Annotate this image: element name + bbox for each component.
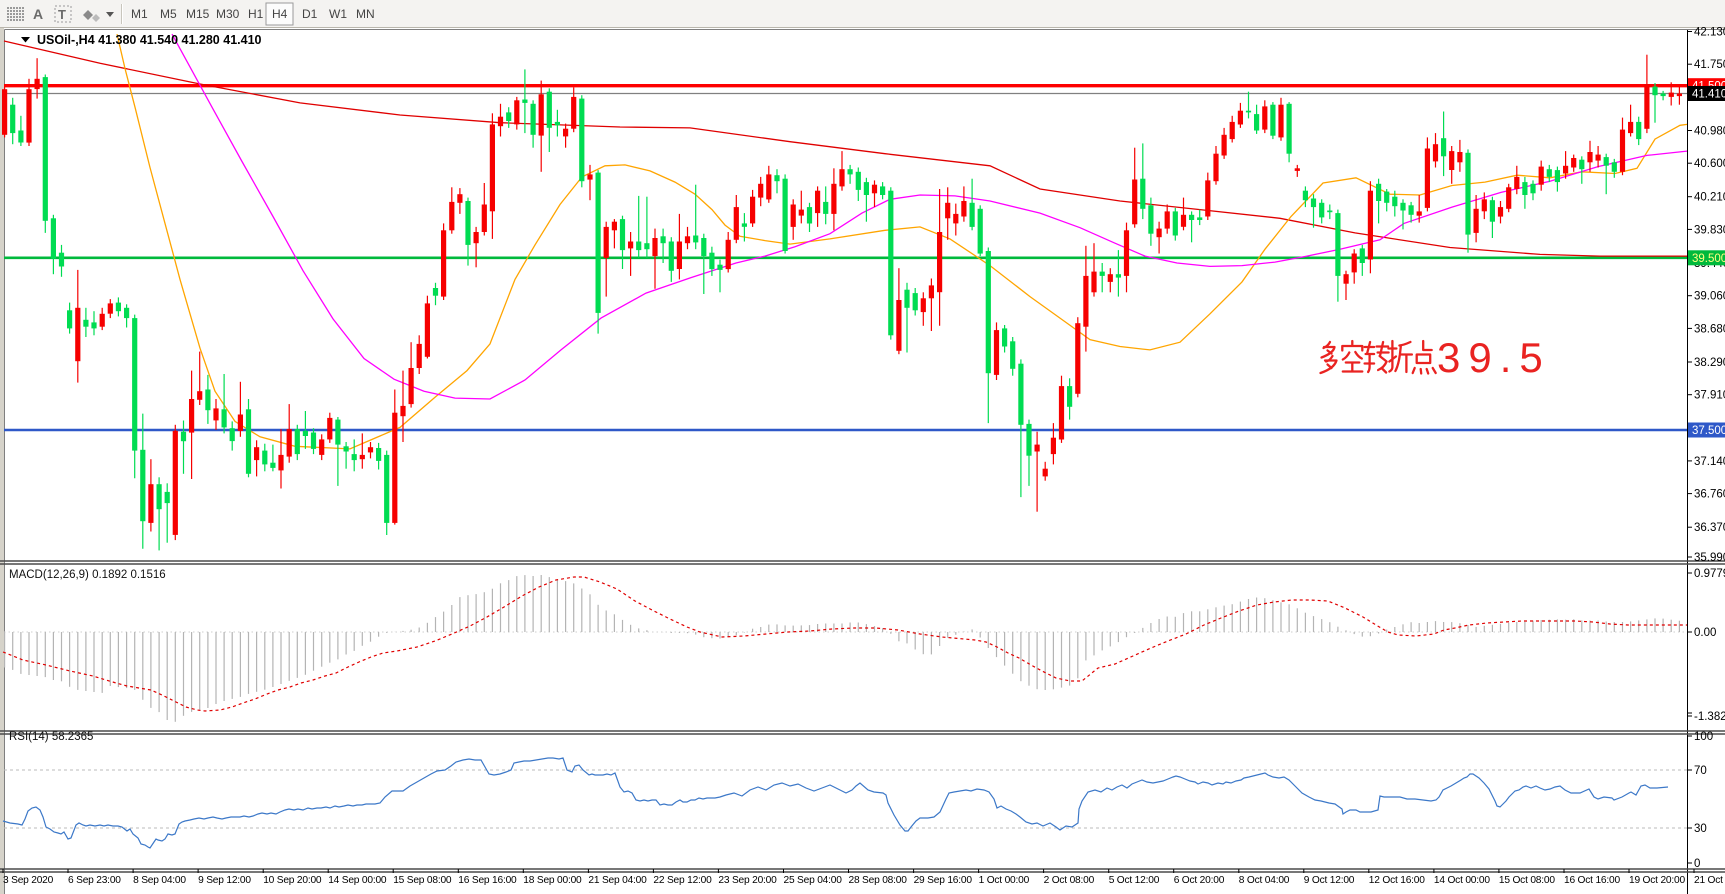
svg-text:40.980: 40.980 <box>1694 126 1725 138</box>
svg-text:36.370: 36.370 <box>1694 522 1725 534</box>
svg-text:37.500: 37.500 <box>1692 425 1725 437</box>
svg-text:16 Sep 16:00: 16 Sep 16:00 <box>458 875 517 886</box>
svg-text:A: A <box>33 6 43 22</box>
svg-text:1 Oct 00:00: 1 Oct 00:00 <box>979 875 1030 886</box>
svg-text:39.830: 39.830 <box>1694 224 1725 236</box>
svg-text:MACD(12,26,9) 0.1892 0.1516: MACD(12,26,9) 0.1892 0.1516 <box>9 569 166 581</box>
svg-text:2 Oct 08:00: 2 Oct 08:00 <box>1044 875 1095 886</box>
svg-text:0.00: 0.00 <box>1694 627 1716 639</box>
svg-text:16 Oct 16:00: 16 Oct 16:00 <box>1564 875 1620 886</box>
svg-text:37.140: 37.140 <box>1694 456 1725 468</box>
svg-text:5 Oct 12:00: 5 Oct 12:00 <box>1109 875 1160 886</box>
svg-text:100: 100 <box>1694 731 1713 743</box>
svg-text:14 Oct 00:00: 14 Oct 00:00 <box>1434 875 1490 886</box>
svg-text:70: 70 <box>1694 765 1707 777</box>
svg-text:25 Sep 04:00: 25 Sep 04:00 <box>784 875 843 886</box>
svg-text:40.210: 40.210 <box>1694 192 1725 204</box>
svg-text:41.750: 41.750 <box>1694 59 1725 71</box>
svg-text:RSI(14) 58.2365: RSI(14) 58.2365 <box>9 731 93 743</box>
svg-text:M1: M1 <box>131 7 148 21</box>
svg-text:W1: W1 <box>329 7 347 21</box>
svg-text:MN: MN <box>356 7 375 21</box>
svg-text:39.500: 39.500 <box>1692 253 1725 265</box>
svg-text:M15: M15 <box>186 7 210 21</box>
svg-text:6 Oct 20:00: 6 Oct 20:00 <box>1174 875 1225 886</box>
svg-text:10 Sep 20:00: 10 Sep 20:00 <box>263 875 322 886</box>
svg-text:21 Sep 04:00: 21 Sep 04:00 <box>588 875 647 886</box>
svg-text:8 Oct 04:00: 8 Oct 04:00 <box>1239 875 1290 886</box>
svg-text:15 Sep 08:00: 15 Sep 08:00 <box>393 875 452 886</box>
svg-text:23 Sep 20:00: 23 Sep 20:00 <box>718 875 777 886</box>
svg-text:M30: M30 <box>216 7 240 21</box>
svg-text:D1: D1 <box>302 7 318 21</box>
svg-text:T: T <box>58 7 66 22</box>
svg-text:35.990: 35.990 <box>1694 552 1725 564</box>
svg-text:22 Sep 12:00: 22 Sep 12:00 <box>653 875 712 886</box>
svg-text:38.290: 38.290 <box>1694 357 1725 369</box>
svg-text:30: 30 <box>1694 823 1707 835</box>
svg-text:M5: M5 <box>160 7 177 21</box>
svg-text:21 Oct 00:00: 21 Oct 00:00 <box>1694 875 1725 886</box>
svg-text:0: 0 <box>1694 858 1700 870</box>
svg-text:36.760: 36.760 <box>1694 489 1725 501</box>
svg-text:28 Sep 08:00: 28 Sep 08:00 <box>849 875 908 886</box>
svg-text:H1: H1 <box>248 7 264 21</box>
svg-text:3 Sep 2020: 3 Sep 2020 <box>3 875 54 886</box>
svg-text:19 Oct 20:00: 19 Oct 20:00 <box>1629 875 1685 886</box>
svg-text:39.5: 39.5 <box>1437 334 1551 381</box>
svg-text:0.9779: 0.9779 <box>1694 568 1725 580</box>
svg-text:USOil-,H4 41.380 41.540 41.28: USOil-,H4 41.380 41.540 41.280 41.410 <box>37 33 262 47</box>
svg-text:38.680: 38.680 <box>1694 323 1725 335</box>
svg-text:41.410: 41.410 <box>1692 89 1725 101</box>
svg-text:39.060: 39.060 <box>1694 291 1725 303</box>
svg-text:40.600: 40.600 <box>1694 158 1725 170</box>
svg-text:8 Sep 04:00: 8 Sep 04:00 <box>133 875 186 886</box>
svg-text:15 Oct 08:00: 15 Oct 08:00 <box>1499 875 1555 886</box>
svg-text:-1.382: -1.382 <box>1694 711 1725 723</box>
svg-text:18 Sep 00:00: 18 Sep 00:00 <box>523 875 582 886</box>
svg-text:H4: H4 <box>272 7 288 21</box>
svg-text:14 Sep 00:00: 14 Sep 00:00 <box>328 875 387 886</box>
svg-text:29 Sep 16:00: 29 Sep 16:00 <box>914 875 973 886</box>
svg-text:37.910: 37.910 <box>1694 390 1725 402</box>
svg-text:12 Oct 16:00: 12 Oct 16:00 <box>1369 875 1425 886</box>
svg-text:42.130: 42.130 <box>1694 27 1725 39</box>
svg-text:9 Sep 12:00: 9 Sep 12:00 <box>198 875 251 886</box>
svg-text:9 Oct 12:00: 9 Oct 12:00 <box>1304 875 1355 886</box>
svg-text:6 Sep 23:00: 6 Sep 23:00 <box>68 875 121 886</box>
